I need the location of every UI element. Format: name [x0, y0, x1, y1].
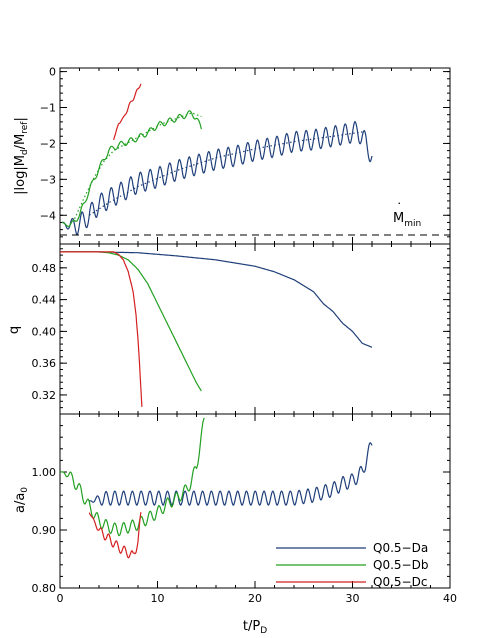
- y-tick-label-0-3: −3: [40, 173, 56, 186]
- axis-ticks: [59, 68, 451, 589]
- middle-panel-frame: [59, 243, 451, 415]
- legend-label-Da: Q0.5−Da: [373, 541, 428, 555]
- x-tick-label-3: 30: [346, 592, 360, 605]
- series-line-top-Dc: [113, 83, 142, 140]
- series-line-top-Da: [61, 120, 373, 236]
- y-tick-label-0-4: −4: [40, 209, 56, 222]
- y-tick-label-1-2: 0.40: [32, 325, 57, 338]
- tick-labels: 0 −1 −2 −3 −4 0.48 0.44 0.40 0.36 0.32 1.00 0.90 0.8…: [32, 66, 458, 605]
- bottom-ylabel: a/a0: [13, 487, 30, 513]
- x-tick-label-4: 40: [443, 592, 457, 605]
- middle-ylabel: q: [7, 326, 22, 334]
- mmin-sub: min: [404, 219, 421, 229]
- xlabel: t/PD: [243, 619, 267, 636]
- y-tick-label-1-0: 0.48: [32, 262, 57, 275]
- mmin-annotation: Mmin: [393, 211, 421, 229]
- x-tick-label-0: 0: [57, 592, 64, 605]
- legend: Q0.5−Da Q0.5−Db Q0.5−Dc: [276, 541, 428, 589]
- y-tick-label-0-0: 0: [49, 66, 56, 79]
- x-tick-label-1: 10: [151, 592, 165, 605]
- series-line-bottom-Dc: [88, 512, 142, 559]
- y-tick-label-1-3: 0.36: [32, 357, 57, 370]
- plot-lines: [59, 83, 373, 559]
- series-line-top-Db-fit: [74, 112, 202, 220]
- y-tick-label-2-2: 0.80: [32, 582, 57, 595]
- series-line-middle-Da: [60, 251, 373, 348]
- series-line-bottom-Db: [59, 417, 205, 537]
- series-line-middle-Dc: [60, 251, 143, 407]
- legend-label-Dc: Q0.5−Dc: [373, 575, 427, 589]
- x-tick-label-2: 20: [248, 592, 262, 605]
- y-tick-label-0-1: −1: [40, 102, 56, 115]
- series-line-bottom-Da: [89, 442, 373, 506]
- mmin-main: M: [393, 211, 404, 226]
- top-panel-frame: [59, 67, 451, 245]
- y-tick-label-1-4: 0.32: [32, 389, 57, 402]
- legend-label-Db: Q0.5−Db: [373, 558, 428, 572]
- series-line-top-Da-fit: [88, 131, 363, 216]
- series-line-middle-Db: [60, 251, 202, 392]
- series-line-top-Db: [61, 110, 202, 227]
- y-tick-label-2-0: 1.00: [32, 466, 57, 479]
- mmin-dot: ˙: [396, 202, 403, 217]
- y-tick-label-2-1: 0.90: [32, 524, 57, 537]
- top-ylabel: |log|Md/Mref|: [13, 117, 30, 195]
- y-tick-label-1-1: 0.44: [32, 294, 57, 307]
- y-tick-label-0-2: −2: [40, 137, 56, 150]
